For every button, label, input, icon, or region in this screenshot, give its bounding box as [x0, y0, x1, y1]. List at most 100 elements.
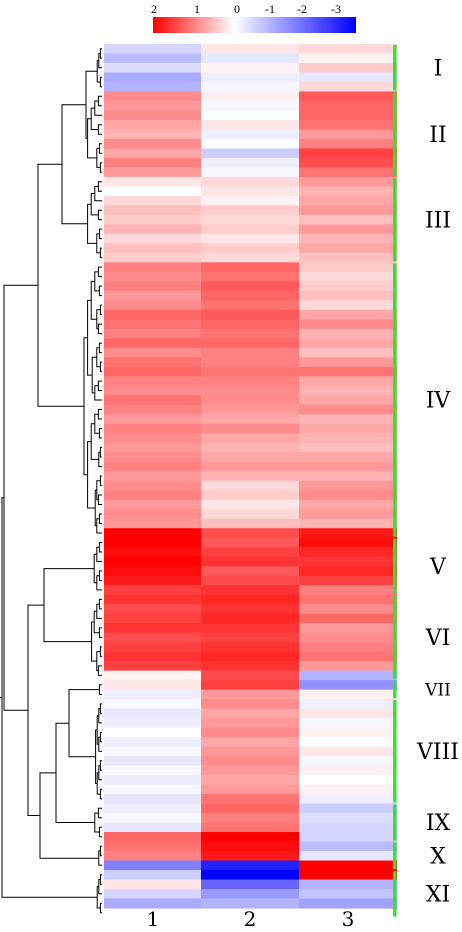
- heatmap-cell: [201, 566, 299, 577]
- heatmap-cell: [299, 661, 397, 672]
- heatmap-cell: [104, 138, 202, 150]
- dendrogram-branch: [98, 826, 102, 838]
- heatmap-cell: [104, 214, 202, 225]
- heatmap-cell: [201, 404, 299, 415]
- heatmap-cell: [201, 395, 299, 406]
- heatmap-cell: [299, 803, 397, 814]
- heatmap-cell: [104, 62, 202, 74]
- heatmap-cell: [104, 309, 202, 320]
- heatmap-cell: [201, 233, 299, 244]
- heatmap-cell: [201, 737, 299, 748]
- dendrogram-branch: [99, 247, 102, 259]
- heatmap-cell: [104, 575, 202, 586]
- heatmap-cell: [299, 300, 397, 311]
- heatmap-cell: [104, 281, 202, 292]
- dendrogram-branch: [97, 266, 102, 278]
- column-label: 1: [147, 907, 160, 931]
- heatmap-cell: [201, 765, 299, 776]
- dendrogram-branch: [37, 163, 84, 407]
- heatmap-cell: [299, 784, 397, 795]
- heatmap-cell: [104, 328, 202, 339]
- heatmap-cell: [299, 775, 397, 786]
- heatmap-cell: [104, 699, 202, 710]
- heatmap-cell: [201, 613, 299, 624]
- legend-tick-label: -3: [331, 2, 341, 16]
- dendrogram-branch: [99, 703, 102, 714]
- heatmap-cell: [299, 357, 397, 368]
- dendrogram-branch: [3, 284, 38, 711]
- dendrogram-branch: [99, 788, 102, 800]
- dendrogram-branch: [98, 143, 102, 154]
- heatmap-cell: [299, 832, 397, 843]
- dendrogram-branch: [55, 722, 95, 823]
- column-label: 3: [342, 907, 355, 931]
- heatmap-cell: [299, 186, 397, 197]
- heatmap-cell: [299, 518, 397, 529]
- heatmap-cell: [104, 452, 202, 463]
- dendrogram-branch: [27, 604, 44, 816]
- color-scale-bar: [153, 17, 356, 33]
- heatmap-cell: [104, 300, 202, 311]
- dendrogram-branch: [68, 689, 100, 758]
- heatmap-cell: [104, 518, 202, 529]
- heatmap-cell: [201, 366, 299, 377]
- heatmap-cell: [104, 224, 202, 235]
- heatmap-cell: [104, 442, 202, 453]
- dendrogram-branch: [97, 807, 102, 819]
- heatmap-cell: [299, 490, 397, 501]
- heatmap-cell: [104, 746, 202, 757]
- heatmap-cell: [201, 442, 299, 453]
- cluster-label: VI: [425, 626, 451, 651]
- heatmap-cell: [201, 129, 299, 140]
- heatmap-cell: [104, 195, 202, 206]
- dendrogram-branch: [99, 76, 102, 88]
- heatmap-cell: [299, 452, 397, 463]
- dendrogram-branch: [97, 124, 102, 135]
- column-labels: 1 2 3: [147, 907, 355, 931]
- heatmap-cell: [299, 765, 397, 776]
- heatmap-cell: [201, 243, 299, 254]
- heatmap-cell: [299, 195, 397, 206]
- heatmap-cell: [201, 528, 299, 539]
- heatmap-cell: [104, 423, 202, 434]
- heatmap-cell: [104, 243, 202, 254]
- heatmap-cell: [104, 642, 202, 653]
- heatmap-cell: [299, 613, 397, 624]
- heatmap-cell: [104, 91, 202, 102]
- heatmap-cell: [201, 870, 299, 881]
- heatmap-cell: [299, 44, 397, 55]
- cluster-label: V: [429, 555, 447, 580]
- heatmap-cell: [104, 148, 202, 159]
- heatmap-cell: [201, 452, 299, 463]
- heatmap-cell: [104, 727, 202, 738]
- heatmap-cell: [201, 138, 299, 150]
- dendrogram-branch: [97, 409, 102, 420]
- heatmap-cell: [201, 784, 299, 795]
- heatmap-cell: [299, 433, 397, 444]
- heatmap-cell: [104, 803, 202, 814]
- heatmap-cell: [299, 347, 397, 358]
- dendrogram-branch: [99, 361, 102, 373]
- heatmap-cell: [104, 509, 202, 520]
- heatmap-cell: [104, 822, 202, 833]
- cluster-label: III: [425, 208, 451, 233]
- dendrogram-branch: [97, 209, 102, 221]
- heatmap-cell: [299, 680, 397, 691]
- heatmap-cell: [104, 176, 202, 188]
- heatmap-cell: [299, 575, 397, 586]
- heatmap-cell: [104, 319, 202, 330]
- heatmap-cell: [299, 423, 397, 434]
- heatmap-cell: [299, 822, 397, 833]
- cluster-label: X: [430, 845, 446, 870]
- heatmap-cell: [299, 100, 397, 112]
- cluster-bracket: [393, 45, 397, 91]
- dendrogram-branch: [98, 542, 102, 553]
- heatmap-cell: [104, 357, 202, 368]
- heatmap-cell: [201, 480, 299, 491]
- heatmap-cell: [104, 689, 202, 700]
- heatmap-cell: [104, 537, 202, 548]
- dendrogram-branch: [99, 646, 102, 657]
- heatmap-cell: [299, 699, 397, 710]
- heatmap-cell: [299, 471, 397, 482]
